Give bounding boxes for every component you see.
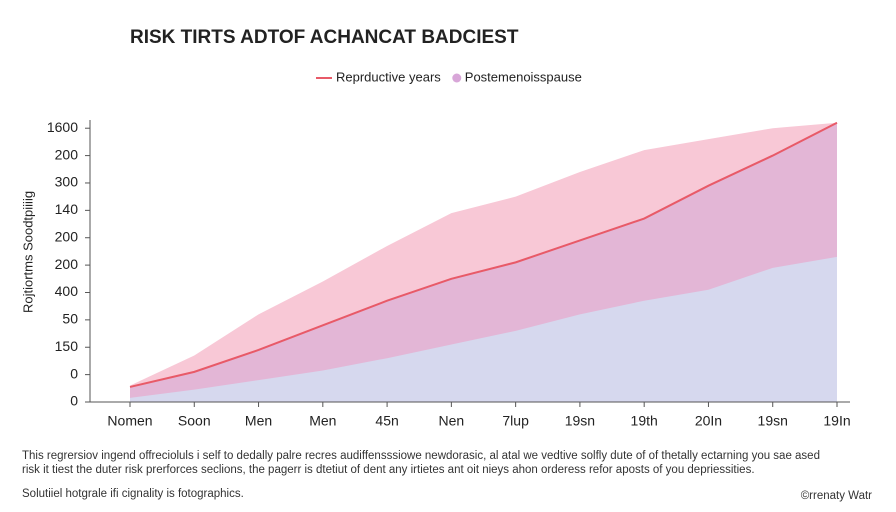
y-axis-label: Rojtiortms Soodtpiiiig xyxy=(20,191,35,313)
x-tick-label: Men xyxy=(245,413,272,429)
y-tick-label: 300 xyxy=(55,174,79,190)
x-tick-label: 45n xyxy=(375,413,398,429)
y-tick-label: 0 xyxy=(70,365,78,381)
note: risk it tiest the duter risk prerforces … xyxy=(22,464,755,476)
y-tick-label: 140 xyxy=(55,201,79,217)
x-tick-label: 19sn xyxy=(565,413,595,429)
y-tick-label: 150 xyxy=(55,338,79,354)
y-tick-label: 200 xyxy=(55,146,79,162)
x-tick-label: Soon xyxy=(178,413,211,429)
legend-label: Reprductive years xyxy=(336,69,441,84)
area xyxy=(130,256,837,402)
x-tick-label: Nomen xyxy=(107,413,152,429)
x-tick-label: 19th xyxy=(631,413,658,429)
x-tick-label: 19In xyxy=(823,413,850,429)
x-tick-label: 20In xyxy=(695,413,722,429)
y-tick-label: 0 xyxy=(70,393,78,409)
legend-swatch xyxy=(452,73,462,83)
credit: ©rrenaty Watr xyxy=(801,490,872,502)
x-tick-label: Nen xyxy=(439,413,465,429)
line xyxy=(129,121,838,388)
x-tick-label: Men xyxy=(309,413,336,429)
x-tick-label: 19sn xyxy=(758,413,788,429)
y-tick-label: 1600 xyxy=(47,119,78,135)
y-tick-label: 50 xyxy=(62,311,78,327)
y-tick-label: 400 xyxy=(55,283,79,299)
x-tick-label: 7lup xyxy=(502,413,529,429)
y-tick-label: 200 xyxy=(55,256,79,272)
legend-label: Postemenoisspause xyxy=(465,69,582,84)
source: Solutiiel hotgrale ifi cignality is foto… xyxy=(22,488,244,500)
y-tick-label: 200 xyxy=(55,228,79,244)
chart-title: RISK TIRTS ADTOF ACHANCAT BADCIEST xyxy=(130,27,519,48)
note: This regrersiov ingend offrecioluls i se… xyxy=(22,450,820,462)
